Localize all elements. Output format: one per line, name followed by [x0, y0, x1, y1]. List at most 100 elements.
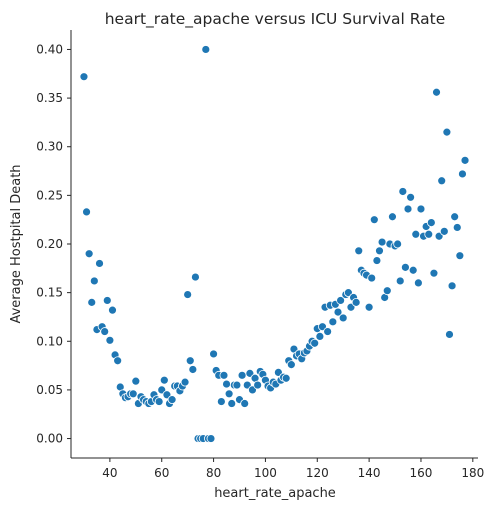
x-tick-label: 120	[306, 466, 329, 480]
data-point	[398, 187, 408, 196]
data-point	[222, 379, 231, 389]
data-point	[105, 335, 115, 345]
data-point	[406, 192, 416, 202]
data-point	[310, 338, 320, 348]
data-point	[183, 290, 193, 299]
data-point	[445, 330, 454, 339]
data-point	[159, 375, 169, 385]
data-point	[377, 237, 387, 247]
x-tick-label: 80	[206, 466, 221, 480]
data-point	[128, 389, 138, 399]
y-tick-label: 0.10	[36, 334, 63, 348]
data-point	[84, 249, 94, 259]
data-point	[82, 207, 91, 217]
data-point	[403, 204, 413, 214]
y-tick-label: 0.15	[36, 286, 63, 300]
data-point	[201, 45, 211, 54]
data-point	[437, 176, 447, 186]
data-point	[429, 268, 439, 278]
data-point	[232, 380, 242, 390]
data-point	[369, 215, 379, 225]
data-point	[401, 262, 410, 272]
data-point	[191, 272, 200, 282]
data-point	[416, 204, 426, 214]
data-point	[328, 317, 338, 327]
data-point	[227, 399, 237, 408]
data-point	[388, 212, 397, 222]
data-point	[185, 356, 195, 366]
data-point	[375, 246, 384, 256]
x-tick-label: 60	[154, 466, 169, 480]
data-point	[455, 251, 465, 261]
data-point	[354, 246, 364, 256]
data-point	[382, 286, 392, 296]
y-tick-label: 0.25	[36, 188, 63, 202]
data-point	[333, 307, 343, 317]
data-point	[154, 397, 164, 406]
data-point	[411, 229, 421, 239]
y-tick-label: 0.40	[36, 42, 63, 56]
data-point	[219, 370, 229, 380]
x-tick-label: 180	[461, 466, 484, 480]
y-axis-label: Average Hostpital Death	[9, 164, 24, 323]
data-point	[206, 434, 216, 443]
data-point	[131, 376, 141, 386]
y-tick-label: 0.20	[36, 237, 63, 251]
y-axis-ticks: 0.00 0.05 0.10 0.15 0.20 0.25 0.30 0.35 0.40	[36, 42, 71, 446]
data-point	[216, 397, 226, 406]
y-tick-label: 0.00	[36, 432, 63, 446]
data-point	[281, 373, 291, 383]
data-point	[447, 281, 457, 291]
data-point	[315, 332, 325, 341]
data-point	[108, 305, 117, 315]
data-point	[460, 155, 470, 165]
data-point	[413, 278, 423, 288]
data-point	[286, 360, 296, 370]
data-point	[351, 297, 361, 307]
data-point	[432, 87, 441, 97]
y-tick-label: 0.05	[36, 383, 63, 397]
data-point	[364, 302, 374, 312]
data-point	[87, 297, 97, 307]
data-point	[237, 370, 247, 380]
data-point	[188, 365, 198, 374]
data-point	[79, 72, 89, 82]
x-tick-label: 140	[358, 466, 381, 480]
data-point	[336, 296, 346, 305]
chart-title: heart_rate_apache versus ICU Survival Ra…	[105, 10, 446, 29]
x-tick-label: 100	[254, 466, 277, 480]
x-tick-label: 160	[410, 466, 433, 480]
data-point	[113, 356, 123, 366]
data-point	[395, 276, 405, 286]
data-points	[79, 45, 470, 443]
y-tick-label: 0.35	[36, 91, 63, 105]
data-point	[408, 265, 418, 275]
data-point	[180, 377, 190, 387]
x-axis-ticks: 40 60 80 100 120 140 160 180	[102, 458, 484, 480]
x-tick-label: 40	[102, 466, 117, 480]
data-point	[209, 349, 218, 359]
data-point	[367, 273, 377, 283]
data-point	[253, 380, 263, 390]
data-point	[338, 313, 348, 323]
data-point	[426, 218, 436, 228]
data-point	[323, 327, 333, 336]
data-point	[100, 327, 110, 336]
data-point	[167, 395, 177, 405]
data-point	[442, 127, 452, 137]
data-point	[95, 259, 104, 268]
data-point	[439, 226, 449, 236]
data-point	[458, 169, 467, 179]
data-point	[424, 229, 434, 239]
data-point	[452, 223, 462, 232]
data-point	[89, 276, 99, 286]
data-point	[102, 296, 112, 305]
x-axis-label: heart_rate_apache	[214, 486, 336, 501]
data-point	[450, 212, 460, 222]
data-point	[393, 239, 403, 249]
y-tick-label: 0.30	[36, 140, 63, 154]
data-point	[240, 399, 250, 408]
data-point	[372, 256, 382, 265]
